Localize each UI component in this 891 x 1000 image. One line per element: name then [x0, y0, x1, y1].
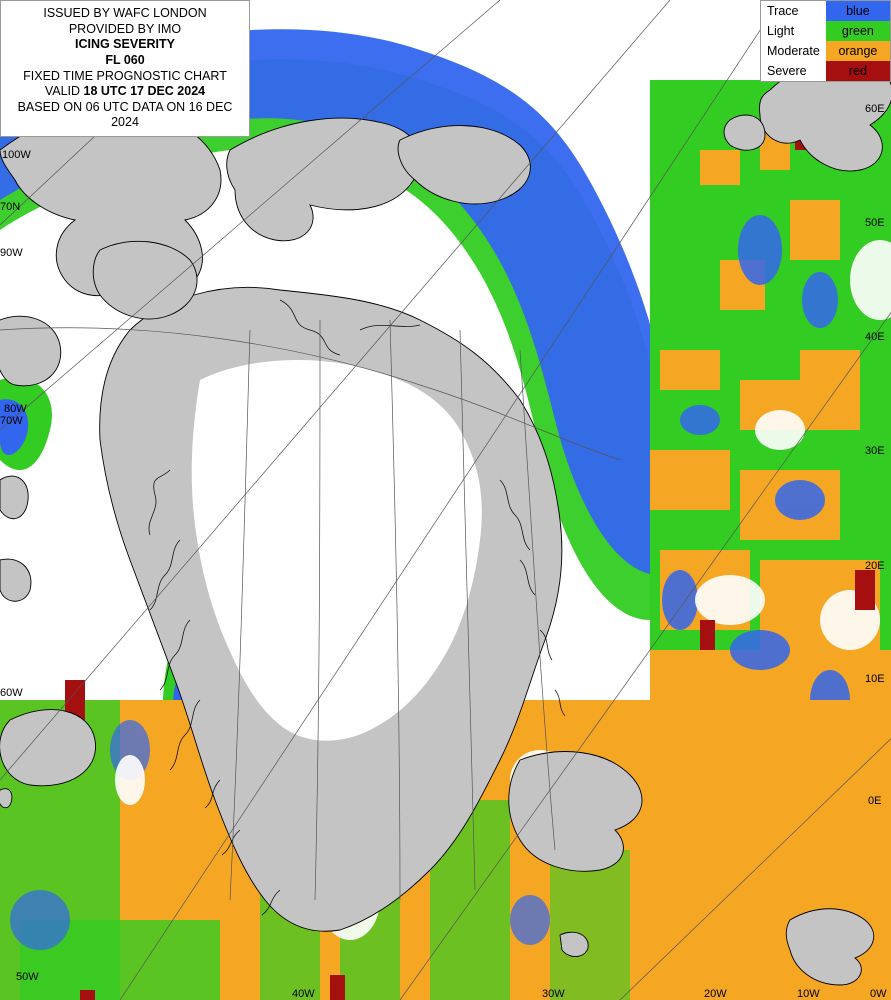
severity-legend-box: Trace blue Light green Moderate orange Severe r…: [760, 0, 891, 82]
chart-title-text: ICING SEVERITY: [9, 37, 241, 53]
legend-row-severe: Severe red: [761, 61, 890, 81]
grid-label-20e: 20E: [865, 560, 885, 572]
legend-row-trace: Trace blue: [761, 1, 890, 21]
grid-label-40e: 40E: [865, 331, 885, 343]
grid-label-80w: 80W: [4, 403, 27, 415]
flight-level-text: FL 060: [9, 53, 241, 69]
chart-info-box: ISSUED BY WAFC LONDON PROVIDED BY IMO IC…: [0, 0, 250, 137]
grid-label-70n: 70N: [0, 201, 20, 213]
grid-label-50e: 50E: [865, 217, 885, 229]
map-svg: 100W 90W 80W 70W 60W 50W 40W 30W 20W 10W…: [0, 0, 891, 1000]
grid-label-10w: 10W: [797, 988, 820, 1000]
chart-type-text: FIXED TIME PROGNOSTIC CHART: [9, 69, 241, 85]
legend-label-severe: Severe: [761, 61, 826, 81]
legend-label-trace: Trace: [761, 1, 826, 21]
icing-chart-map: 100W 90W 80W 70W 60W 50W 40W 30W 20W 10W…: [0, 0, 891, 1000]
legend-swatch-light: green: [826, 21, 890, 41]
provided-by-text: PROVIDED BY IMO: [9, 22, 241, 38]
legend-label-light: Light: [761, 21, 826, 41]
grid-label-90w: 90W: [0, 247, 23, 259]
issued-by-text: ISSUED BY WAFC LONDON: [9, 6, 241, 22]
legend-row-moderate: Moderate orange: [761, 41, 890, 61]
grid-label-0e: 0E: [868, 795, 881, 807]
grid-label-0w: 0W: [870, 988, 887, 1000]
grid-label-10e: 10E: [865, 673, 885, 685]
grid-label-100w: 100W: [2, 149, 31, 161]
legend-swatch-trace: blue: [826, 1, 890, 21]
legend-swatch-moderate: orange: [826, 41, 890, 61]
grid-label-70w: 70W: [0, 415, 23, 427]
valid-time-text: VALID 18 UTC 17 DEC 2024: [9, 84, 241, 100]
grid-label-60w: 60W: [0, 687, 23, 699]
based-on-text: BASED ON 06 UTC DATA ON 16 DEC 2024: [9, 100, 241, 131]
legend-label-moderate: Moderate: [761, 41, 826, 61]
legend-swatch-severe: red: [826, 61, 890, 81]
grid-label-30e: 30E: [865, 445, 885, 457]
legend-row-light: Light green: [761, 21, 890, 41]
grid-label-30w: 30W: [542, 988, 565, 1000]
grid-label-50w: 50W: [16, 971, 39, 983]
grid-label-60e: 60E: [865, 103, 885, 115]
grid-label-20w: 20W: [704, 988, 727, 1000]
grid-label-40w: 40W: [292, 988, 315, 1000]
